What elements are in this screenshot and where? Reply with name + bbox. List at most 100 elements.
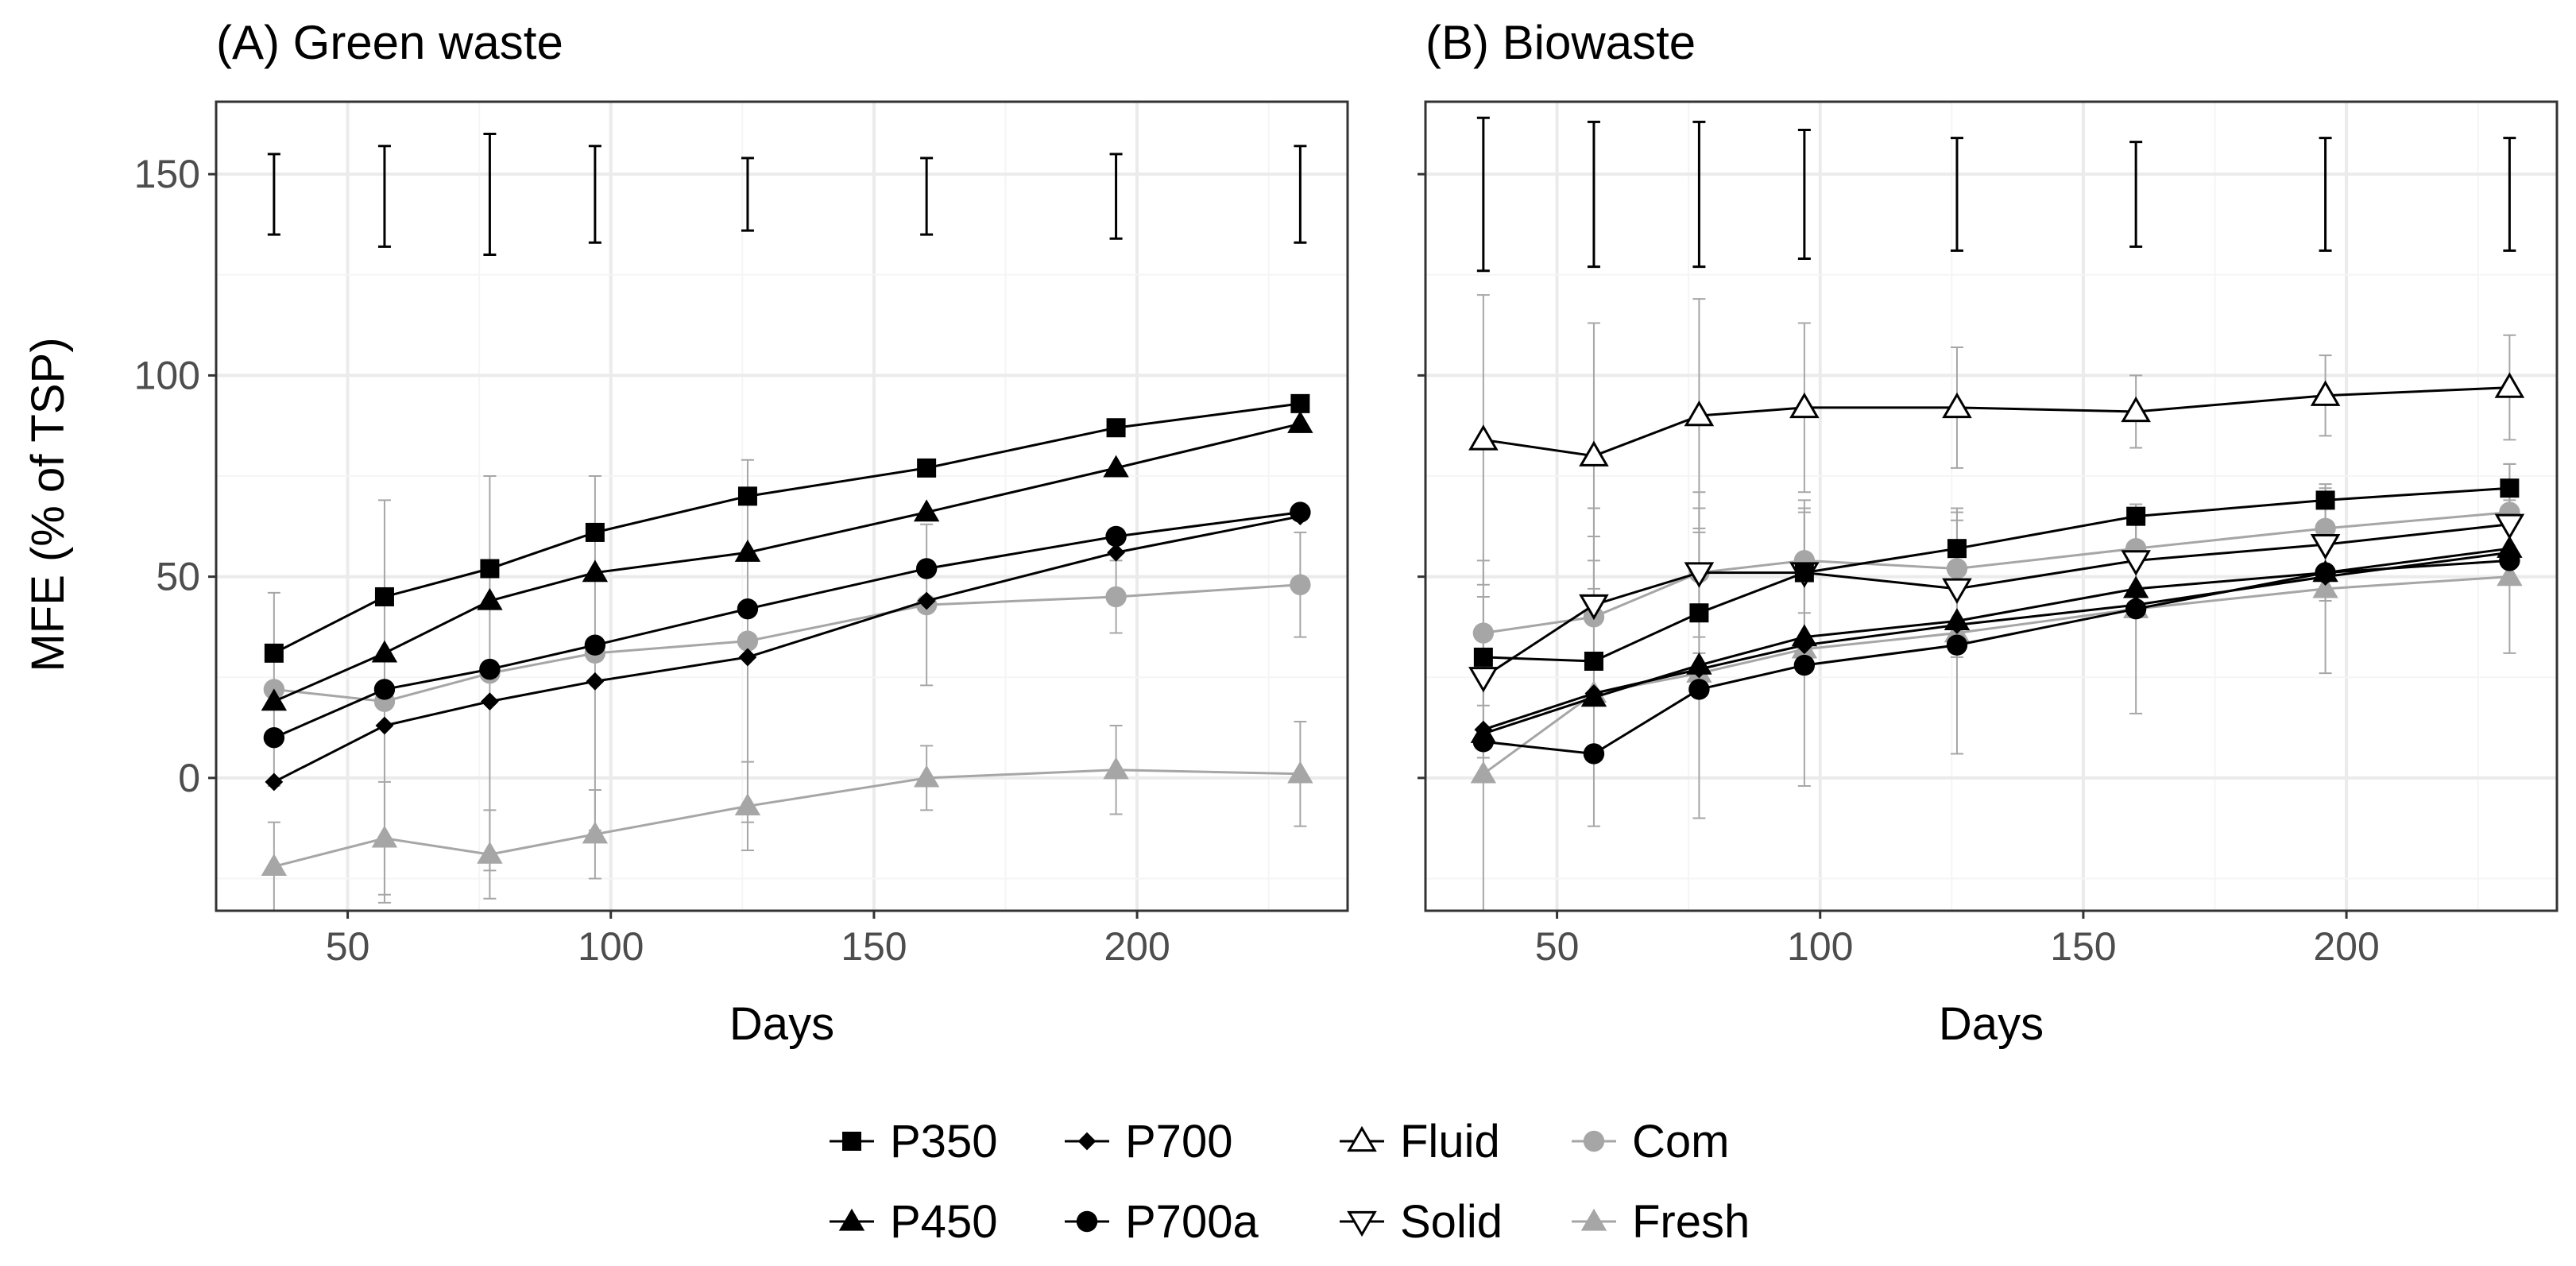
data-point-fresh xyxy=(582,821,609,844)
data-point-p350 xyxy=(1290,393,1310,413)
series-line-p450 xyxy=(1483,547,2510,735)
series-line-p350 xyxy=(1483,486,2510,663)
data-point-p350 xyxy=(737,486,757,506)
panel-title-green-waste: (A) Green waste xyxy=(216,16,563,69)
series-line-p350 xyxy=(273,402,1301,655)
axes-panel-0: 50 100 150 200 0 50 100 150 xyxy=(134,152,1170,969)
y-tick-label: 50 xyxy=(156,555,200,599)
data-point-p350 xyxy=(2126,506,2146,526)
legend-label: P350 xyxy=(890,1116,997,1167)
data-point-com xyxy=(1105,586,1127,608)
data-point-p450 xyxy=(734,540,761,562)
data-point-fresh xyxy=(2312,575,2338,598)
data-point-p450 xyxy=(1686,652,1712,675)
legend-label: P700a xyxy=(1125,1196,1259,1248)
axes-panel-1: 50 100 150 200 xyxy=(1418,172,2380,969)
legend-label: P700 xyxy=(1125,1116,1232,1167)
data-point-p700a xyxy=(584,634,606,656)
data-point-p700a xyxy=(479,658,501,680)
data-point-solid xyxy=(2121,550,2151,576)
legend-item-p700a: P700a xyxy=(1065,1196,1259,1248)
series-line-p450 xyxy=(273,422,1301,703)
data-point-com xyxy=(1946,558,1968,579)
series-line-com xyxy=(1483,511,2510,635)
data-point-fluid xyxy=(2121,396,2151,423)
data-point-p350 xyxy=(585,522,605,542)
series-line-fresh xyxy=(273,769,1301,868)
legend-item-p450: P450 xyxy=(830,1196,997,1248)
data-point-p700 xyxy=(1290,507,1309,526)
grid-panel-0 xyxy=(215,102,1348,911)
data-point-p700a xyxy=(1583,743,1605,765)
legend-key-solid-icon xyxy=(1347,1210,1377,1237)
lsd-bars-panel-1 xyxy=(1476,116,2516,273)
data-point-p450 xyxy=(1791,624,1818,647)
data-point-p350 xyxy=(1794,563,1814,583)
x-tick-label: 150 xyxy=(841,924,907,969)
data-point-com xyxy=(1472,622,1495,644)
data-point-solid xyxy=(1942,578,1972,605)
data-point-fresh xyxy=(1287,761,1313,784)
legend-label: Com xyxy=(1632,1116,1729,1167)
data-point-p700 xyxy=(917,591,936,610)
legend-item-com: Com xyxy=(1572,1116,1729,1167)
data-point-solid xyxy=(1579,594,1609,621)
data-point-fresh xyxy=(477,841,503,864)
lsd-bars-panel-0 xyxy=(267,133,1307,256)
data-point-p450 xyxy=(913,499,940,522)
series-line-com xyxy=(273,583,1301,703)
series-panel-0 xyxy=(261,393,1313,876)
data-point-fresh xyxy=(2497,563,2523,587)
data-point-p350 xyxy=(1584,651,1603,671)
data-point-p450 xyxy=(1470,720,1497,743)
data-point-p350 xyxy=(374,587,394,606)
legend-label: P450 xyxy=(890,1196,997,1248)
data-point-p450 xyxy=(1580,684,1607,707)
data-point-p700a xyxy=(1793,654,1816,676)
legend-key-p700-icon xyxy=(1077,1132,1097,1151)
data-point-p350 xyxy=(264,643,284,663)
legend-item-solid: Solid xyxy=(1340,1196,1503,1248)
series-line-p700a xyxy=(273,511,1301,739)
data-point-p350 xyxy=(1689,603,1709,623)
panel-border xyxy=(215,100,1349,912)
data-point-p700a xyxy=(737,598,759,620)
data-point-fluid xyxy=(1579,440,1609,467)
data-point-solid xyxy=(2310,533,2341,560)
legend-item-fluid: Fluid xyxy=(1340,1116,1500,1167)
legend-key-fluid-icon xyxy=(1347,1125,1377,1152)
data-point-p450 xyxy=(2312,559,2338,583)
data-point-p700 xyxy=(2126,595,2145,614)
legend-item-fresh: Fresh xyxy=(1572,1196,1750,1248)
legend-label: Solid xyxy=(1400,1196,1503,1248)
data-point-p450 xyxy=(1103,455,1129,478)
legend-key-p350-icon xyxy=(842,1132,861,1151)
legend-key-fresh-icon xyxy=(1580,1208,1607,1231)
data-point-p450 xyxy=(1287,410,1313,433)
data-point-p450 xyxy=(2497,535,2523,558)
data-point-com xyxy=(737,630,759,652)
data-point-fluid xyxy=(1942,392,1972,419)
series-line-p700 xyxy=(1483,551,2510,731)
legend-label: Fluid xyxy=(1400,1116,1500,1167)
data-point-fresh xyxy=(1103,757,1129,780)
x-tick-label: 100 xyxy=(1787,924,1853,969)
data-point-fresh xyxy=(261,854,288,876)
legend-item-p350: P350 xyxy=(830,1116,997,1167)
panel-green-waste: (A) Green waste Days MFE (% of TSP) 50 10… xyxy=(22,16,1349,1050)
data-point-p700a xyxy=(373,679,396,700)
data-point-p350 xyxy=(2315,490,2335,510)
data-point-p700a xyxy=(1946,634,1968,656)
data-point-p700 xyxy=(1107,543,1125,562)
data-point-p350 xyxy=(1947,539,1967,559)
x-tick-label: 100 xyxy=(578,924,644,969)
data-point-fluid xyxy=(2310,380,2341,406)
data-point-solid xyxy=(1684,562,1715,588)
data-point-p700 xyxy=(375,716,394,735)
data-point-fresh xyxy=(734,793,761,815)
data-point-p700a xyxy=(915,558,938,579)
panel-biowaste: (B) Biowaste Days 50 100 150 200 xyxy=(1418,16,2559,1050)
data-point-p450 xyxy=(371,640,398,663)
data-point-p700 xyxy=(586,672,605,691)
series-line-p700a xyxy=(1483,559,2510,756)
